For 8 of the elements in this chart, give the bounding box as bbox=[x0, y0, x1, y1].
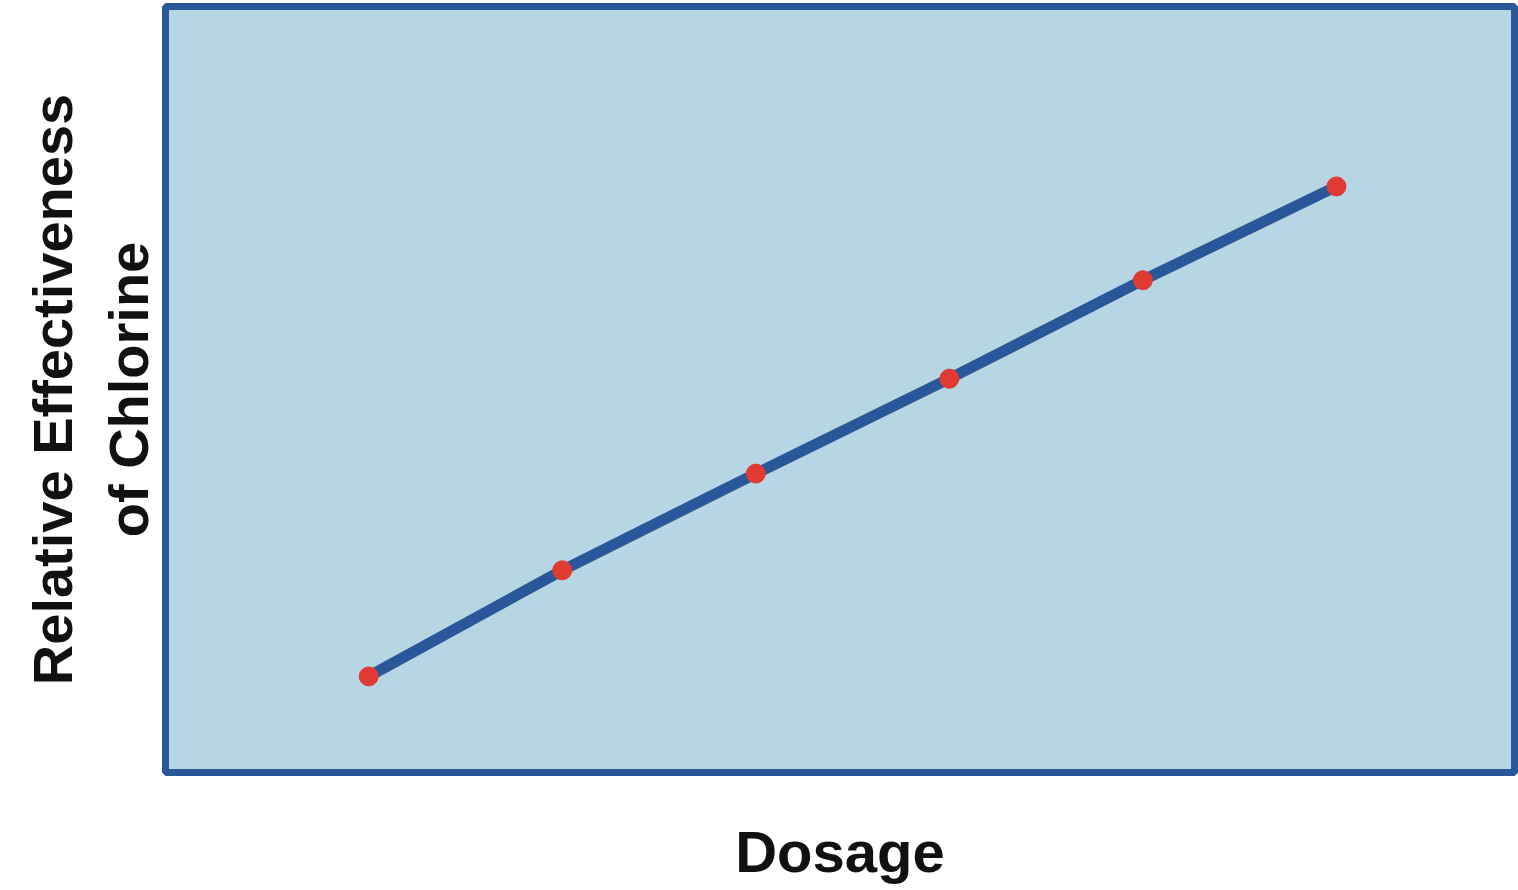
y-axis-title: Relative Effectiveness of Chlorine bbox=[20, 93, 160, 686]
point bbox=[358, 666, 379, 687]
point bbox=[745, 463, 766, 484]
point bbox=[552, 560, 573, 581]
point bbox=[1326, 176, 1347, 197]
point bbox=[1132, 270, 1153, 291]
x-axis-title: Dosage bbox=[735, 818, 945, 884]
point bbox=[939, 368, 960, 389]
